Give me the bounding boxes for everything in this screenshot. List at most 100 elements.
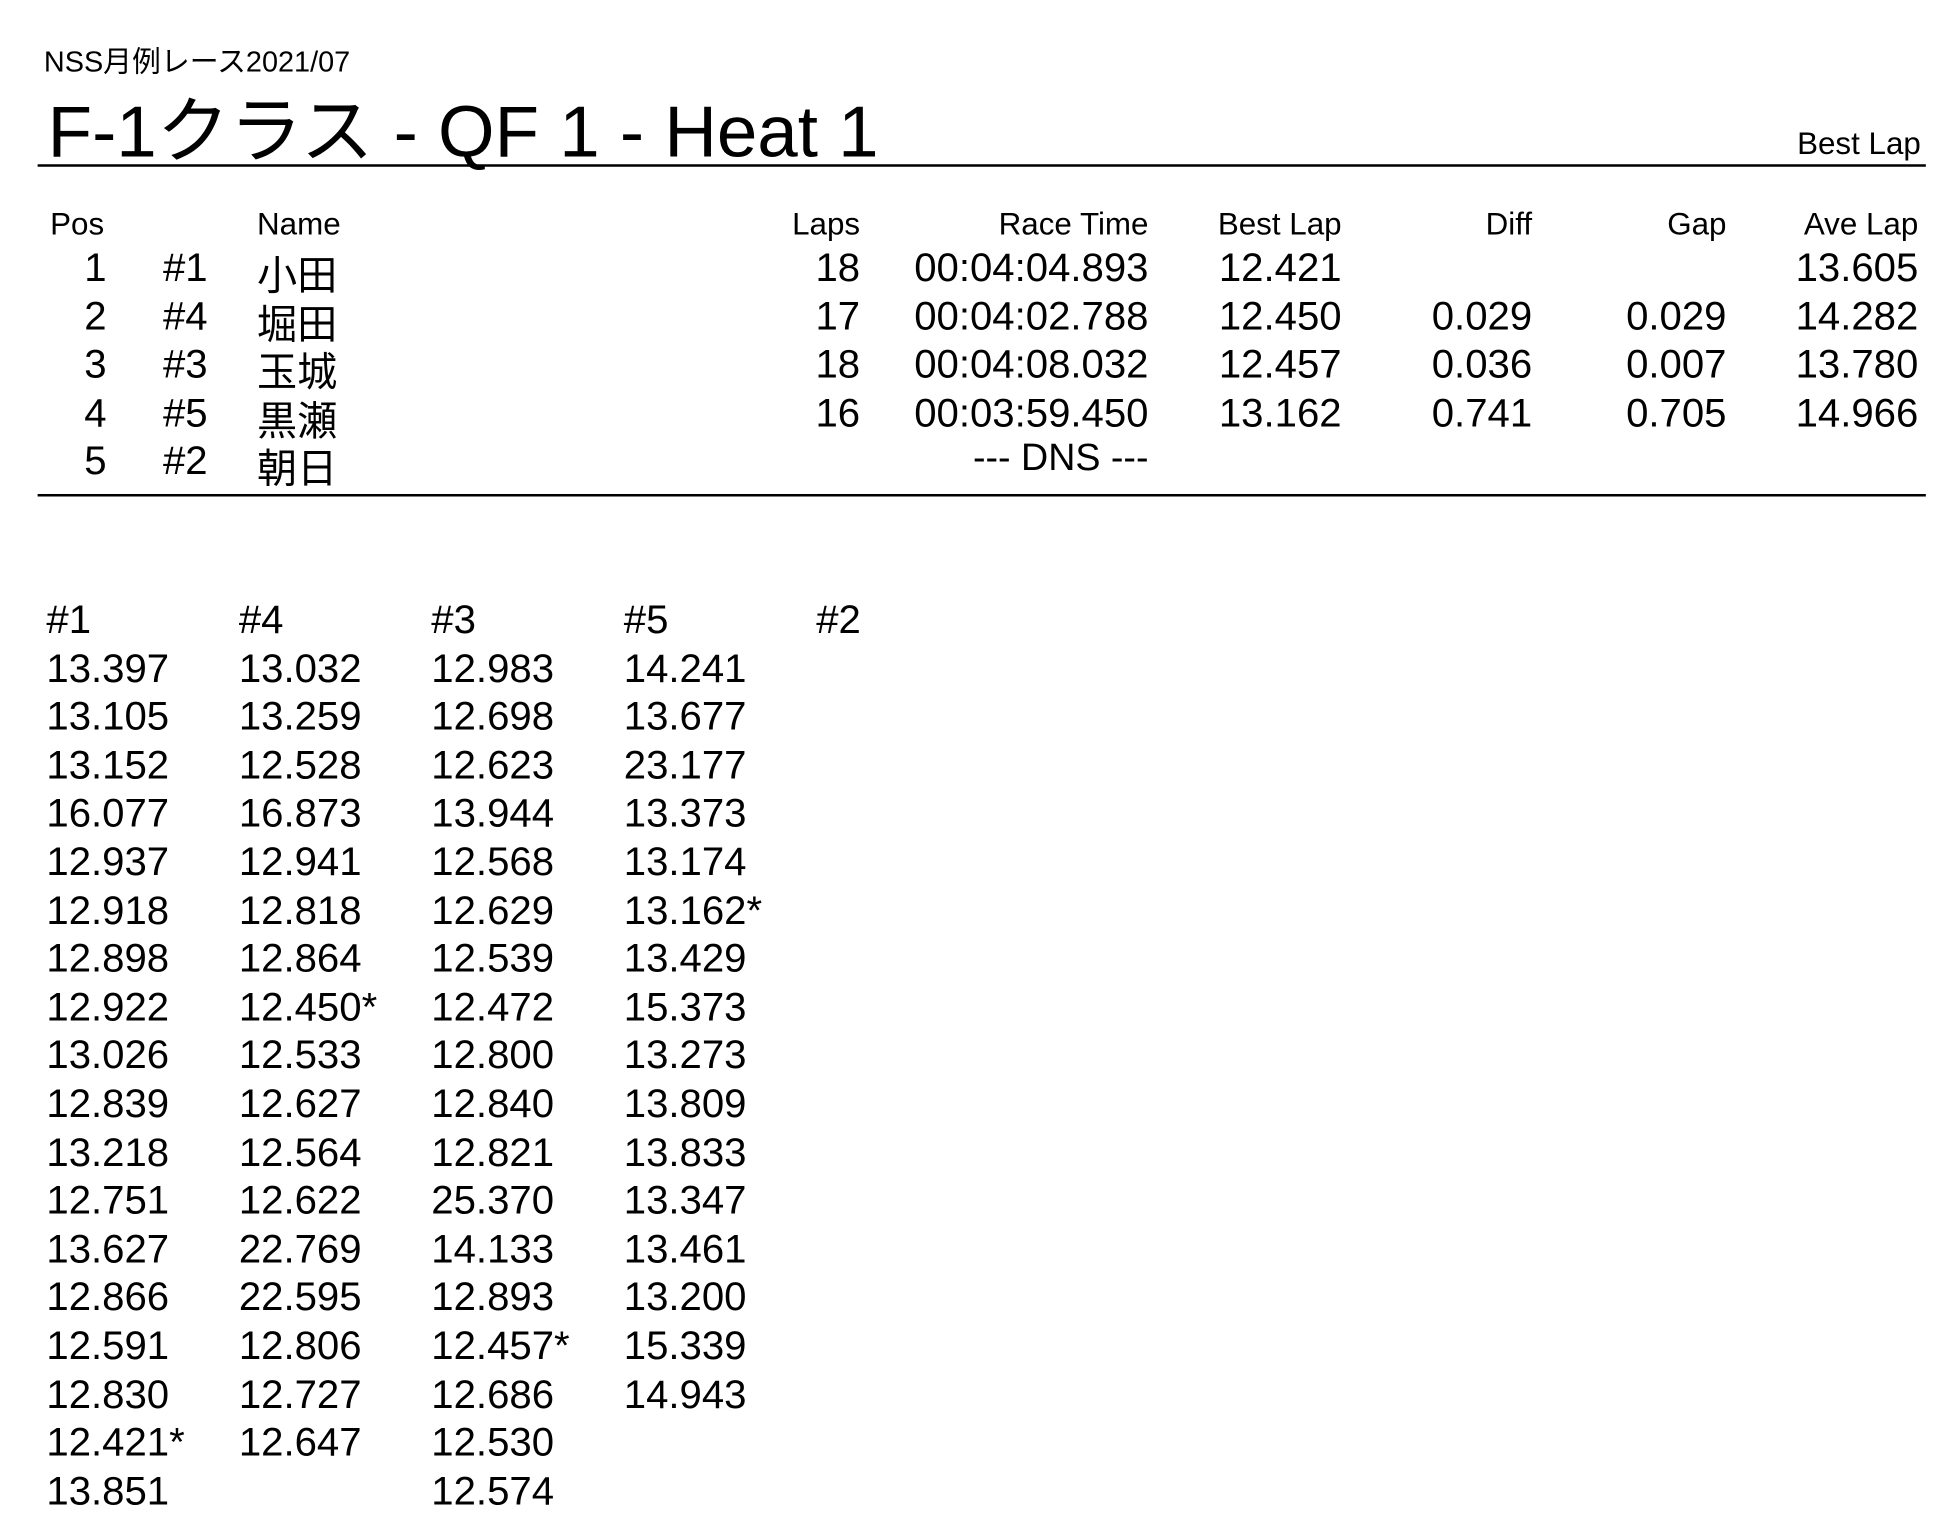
result-num: #5 (162, 389, 208, 435)
result-race-time: 00:04:08.032 (914, 341, 1149, 387)
lap-time: 13.259 (238, 693, 362, 739)
result-num: #2 (162, 438, 208, 484)
lap-time: 13.218 (46, 1129, 170, 1175)
result-diff: 0.036 (1431, 341, 1533, 387)
lap-time: 12.727 (238, 1371, 362, 1417)
lap-time: 13.162* (623, 887, 763, 933)
sort-label: Best Lap (1797, 126, 1921, 162)
lap-time: 12.472 (431, 983, 555, 1030)
lap-time: 22.595 (238, 1274, 362, 1320)
lap-time: 13.677 (623, 693, 747, 739)
result-pos: 5 (84, 438, 107, 484)
result-diff: 0.741 (1431, 389, 1533, 435)
lap-time: 12.922 (46, 983, 170, 1030)
result-num: #1 (162, 244, 208, 290)
column-header: Best Lap (1217, 206, 1342, 242)
result-best-lap: 12.421 (1218, 244, 1342, 290)
lap-time: 12.866 (46, 1274, 170, 1320)
lap-time: 13.833 (623, 1129, 747, 1175)
lap-time: 14.133 (431, 1225, 555, 1272)
result-laps: 18 (815, 244, 861, 290)
lap-time: 12.941 (238, 838, 362, 884)
result-best-lap: 13.162 (1218, 389, 1342, 435)
result-race-time: 00:04:02.788 (914, 292, 1149, 339)
page-title: F-1クラス - QF 1 - Heat 1 (47, 91, 879, 174)
lap-time: 13.026 (46, 1032, 170, 1078)
lap-time: 12.937 (46, 838, 170, 884)
lap-time: 12.623 (431, 741, 555, 788)
lap-time: 13.627 (46, 1225, 170, 1272)
column-header: Name (257, 206, 341, 242)
result-best-lap: 12.450 (1218, 292, 1342, 339)
lap-time: 13.347 (623, 1177, 747, 1223)
lap-time: 12.574 (431, 1467, 555, 1513)
lap-column-header: #3 (431, 596, 476, 642)
lap-time: 13.373 (623, 790, 747, 836)
result-best-lap: 12.457 (1218, 341, 1342, 387)
lap-time: 12.686 (431, 1371, 555, 1417)
lap-time: 13.200 (623, 1274, 747, 1320)
divider (37, 493, 1926, 497)
result-race-time: --- DNS --- (973, 438, 1149, 480)
lap-column-header: #5 (623, 596, 669, 642)
lap-time: 12.983 (431, 645, 555, 691)
result-pos: 2 (84, 292, 107, 339)
result-gap: 0.007 (1626, 341, 1727, 387)
lap-time: 12.893 (431, 1274, 555, 1320)
lap-column: #1 13.397 13.105 13.152 16.077 12.937 12.918 12… (46, 596, 184, 1515)
lap-time: 14.943 (623, 1371, 747, 1417)
column-header: Pos (50, 206, 105, 242)
divider (37, 164, 1926, 167)
result-name: 堀田 (257, 301, 338, 347)
lap-time: 14.241 (623, 645, 747, 691)
lap-time: 13.032 (238, 645, 362, 691)
lap-time: 12.751 (46, 1177, 170, 1223)
lap-time: 12.918 (46, 887, 170, 933)
lap-time: 13.461 (623, 1225, 747, 1272)
lap-time: 12.457* (431, 1322, 570, 1368)
lap-time: 12.629 (431, 887, 555, 933)
lap-time: 12.806 (238, 1322, 362, 1368)
lap-time: 15.373 (623, 983, 747, 1030)
lap-time: 12.821 (431, 1129, 555, 1175)
lap-time: 12.564 (238, 1129, 362, 1175)
lap-time: 23.177 (623, 741, 747, 788)
column-header: Diff (1485, 206, 1533, 242)
lap-time: 12.698 (431, 693, 555, 739)
lap-time: 13.397 (46, 645, 170, 691)
lap-time: 12.622 (238, 1177, 362, 1223)
result-race-time: 00:03:59.450 (914, 389, 1149, 435)
lap-time: 16.077 (46, 790, 170, 836)
lap-time: 12.568 (431, 838, 555, 884)
lap-time: 13.944 (431, 790, 555, 836)
result-laps: 18 (815, 341, 861, 387)
lap-time: 12.627 (238, 1080, 362, 1126)
result-name: 黒瀬 (257, 398, 338, 444)
lap-time: 12.533 (238, 1032, 362, 1078)
result-name: 小田 (257, 253, 338, 299)
lap-time: 13.105 (46, 693, 170, 739)
lap-column: #5 14.241 13.677 23.177 13.373 13.174 13.162* 1… (624, 596, 762, 1419)
event-subtitle: NSS月例レース2021/07 (43, 45, 351, 78)
result-num: #4 (162, 292, 208, 339)
lap-time: 13.809 (623, 1080, 747, 1126)
lap-time: 12.830 (46, 1371, 170, 1417)
result-race-time: 00:04:04.893 (914, 244, 1149, 290)
lap-time: 12.898 (46, 935, 170, 981)
result-ave-lap: 13.605 (1795, 244, 1919, 290)
lap-time: 13.174 (623, 838, 747, 884)
column-header: Laps (792, 206, 861, 242)
result-pos: 4 (84, 389, 107, 435)
result-num: #3 (162, 341, 208, 387)
result-name: 朝日 (257, 446, 338, 492)
lap-time: 13.273 (623, 1032, 747, 1078)
lap-time: 13.851 (46, 1467, 170, 1513)
lap-time: 12.818 (238, 887, 362, 933)
lap-time: 12.591 (46, 1322, 170, 1368)
result-laps: 17 (815, 292, 861, 339)
lap-column: #3 12.983 12.698 12.623 13.944 12.568 12.629 12… (431, 596, 569, 1515)
result-gap: 0.029 (1626, 292, 1727, 339)
lap-time: 12.450* (238, 983, 378, 1030)
lap-time: 12.839 (46, 1080, 170, 1126)
